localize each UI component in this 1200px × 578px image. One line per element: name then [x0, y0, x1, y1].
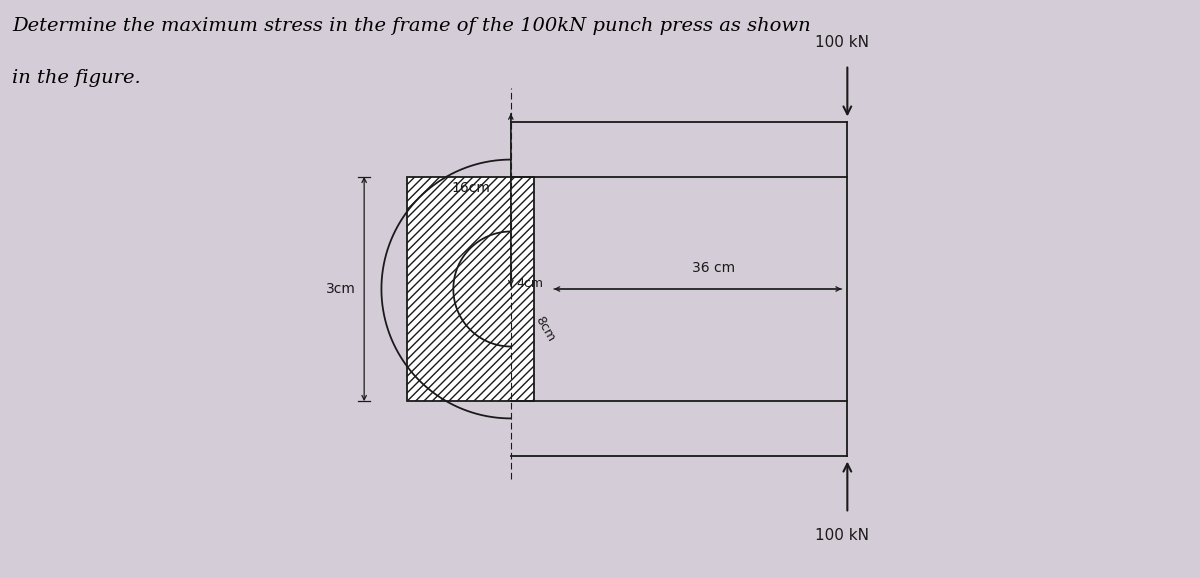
Text: Determine the maximum stress in the frame of the 100kN punch press as shown: Determine the maximum stress in the fram…	[12, 17, 811, 35]
Text: 36 cm: 36 cm	[692, 261, 736, 275]
Text: 16cm: 16cm	[451, 181, 490, 195]
Text: 3cm: 3cm	[326, 282, 356, 296]
Bar	[407, 177, 534, 401]
Text: 4cm: 4cm	[516, 277, 544, 290]
Text: 100 kN: 100 kN	[815, 528, 869, 543]
Text: 100 kN: 100 kN	[815, 35, 869, 50]
Text: in the figure.: in the figure.	[12, 69, 140, 87]
Text: 8cm: 8cm	[533, 314, 558, 344]
